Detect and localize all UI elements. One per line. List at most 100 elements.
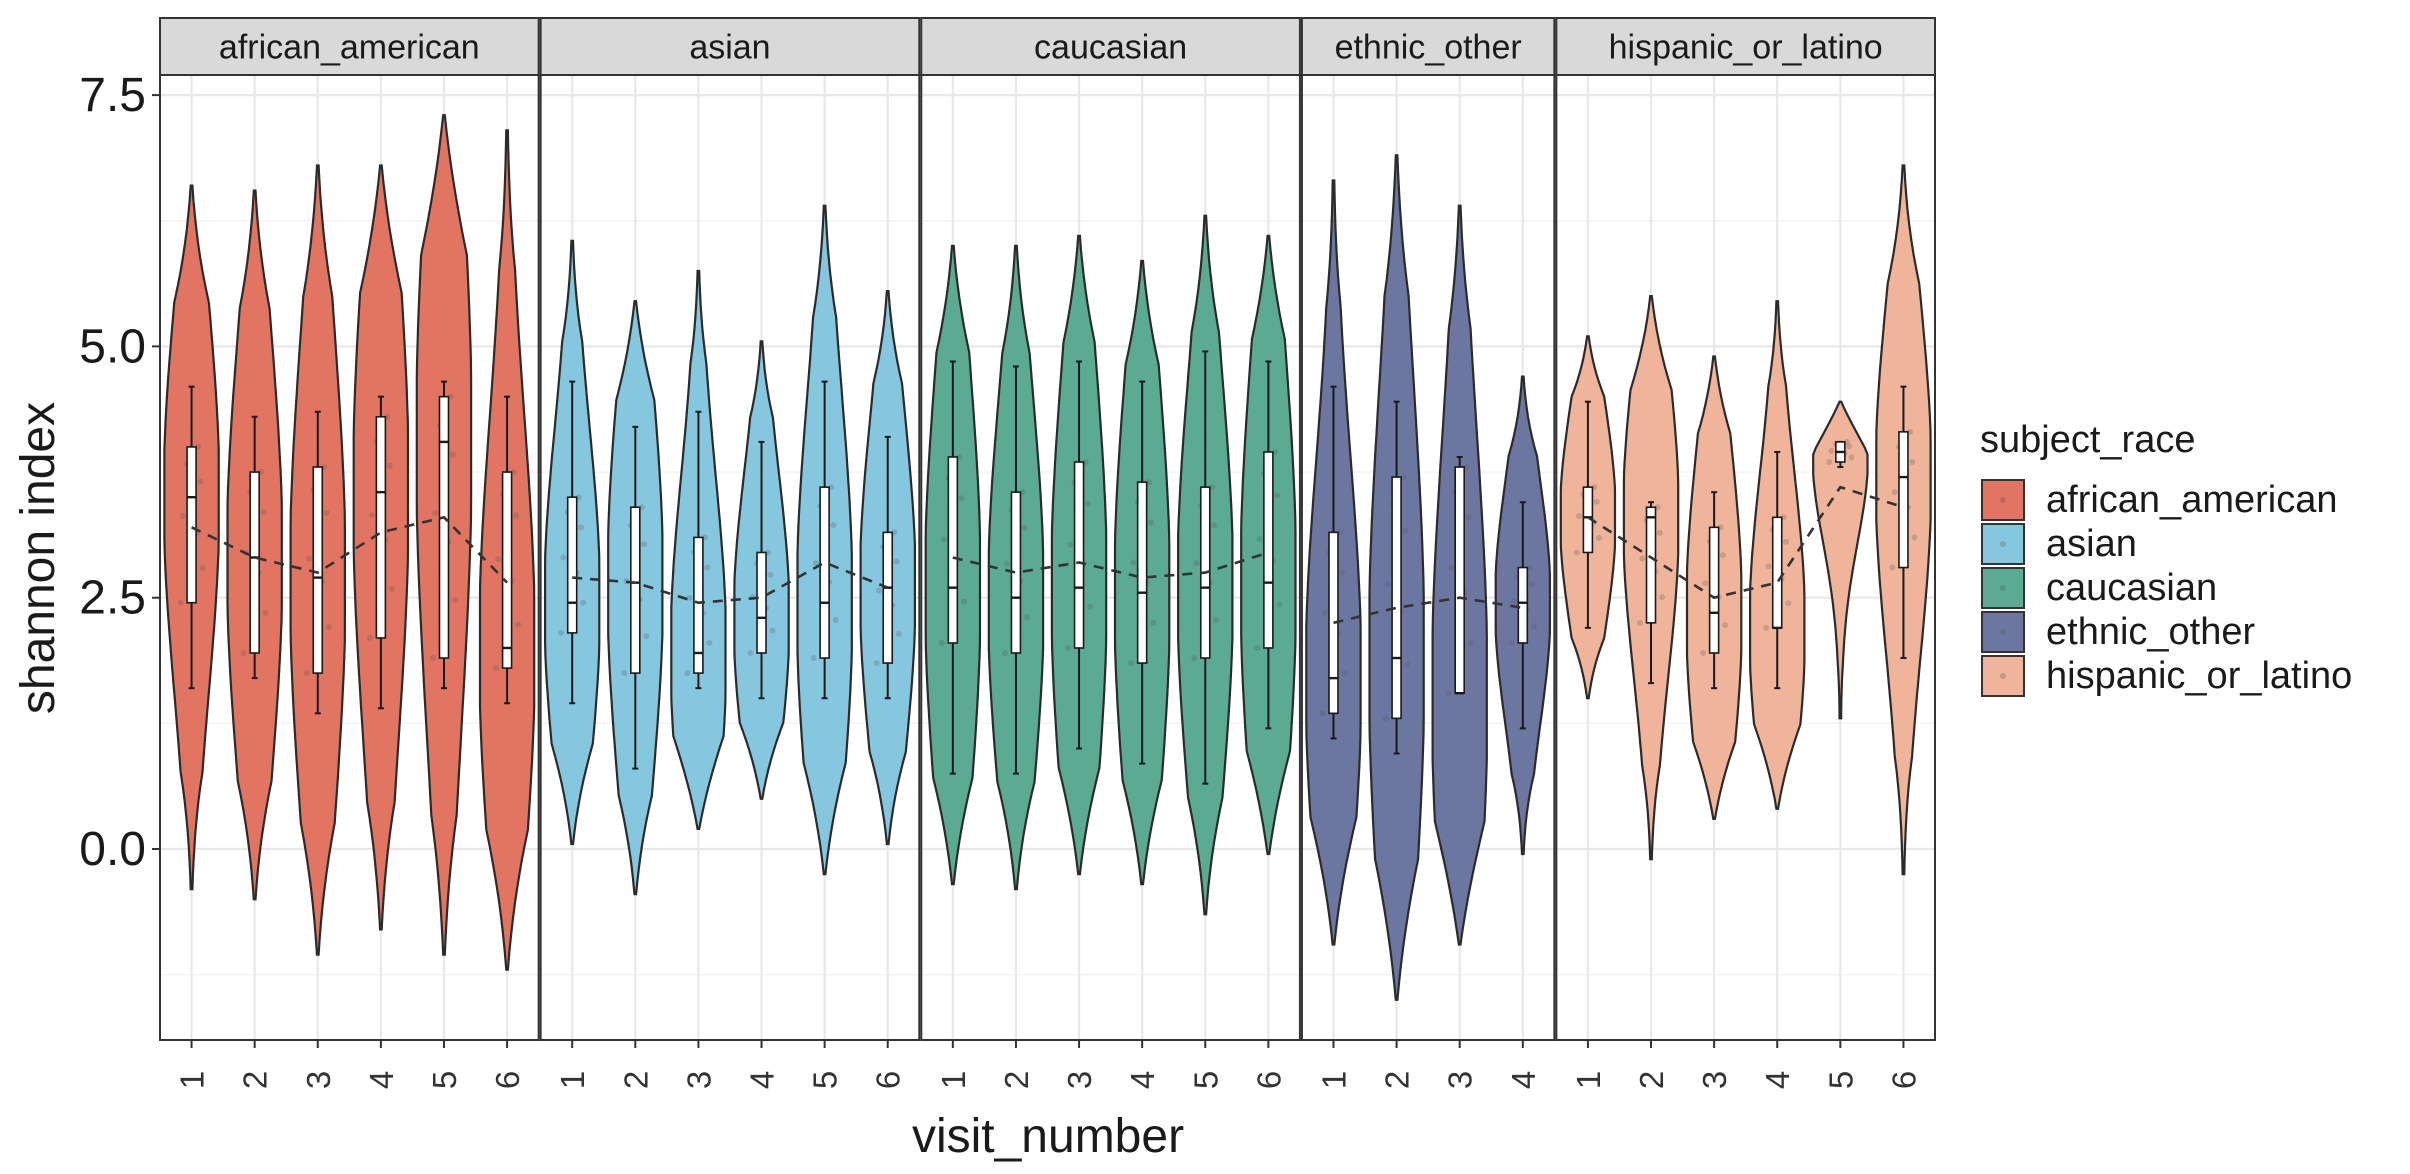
box-asian-visit-5 (819, 486, 830, 659)
jitter-point (197, 478, 204, 485)
jitter-point (1087, 603, 1094, 610)
jitter-point (1319, 710, 1326, 717)
x-tick-label: 5 (426, 1071, 463, 1089)
x-tick-label: 4 (1124, 1071, 1161, 1089)
x-tick-label: 1 (174, 1071, 211, 1089)
box-ethnic_other-visit-2 (1391, 476, 1402, 720)
jitter-point (1573, 549, 1580, 556)
jitter-point (1341, 670, 1348, 677)
jitter-point (1128, 660, 1135, 667)
box-asian-visit-3 (693, 536, 704, 674)
x-tick-label: 5 (807, 1071, 844, 1089)
legend-swatch-dot (2000, 629, 2006, 635)
legend-swatch-african_american (1981, 479, 2025, 521)
x-tick-label: 3 (680, 1071, 717, 1089)
jitter-point (512, 512, 519, 519)
jitter-point (1889, 564, 1896, 571)
jitter-point (578, 524, 585, 531)
jitter-point (686, 594, 693, 601)
box-caucasian-visit-1 (947, 456, 959, 644)
jitter-point (1382, 715, 1389, 722)
legend-swatch-hispanic_or_latino (1981, 655, 2025, 697)
y-tick-label: 0.0 (79, 823, 146, 876)
jitter-point (1084, 500, 1091, 507)
facet-panel-caucasian: caucasian 1 2 3 4 5 6 (920, 17, 1301, 1089)
jitter-point (179, 513, 186, 520)
jitter-point (1528, 581, 1535, 588)
x-axis-title: visit_number (912, 1110, 1184, 1163)
box-caucasian-visit-3 (1073, 461, 1085, 649)
facet-strip-background (539, 17, 921, 76)
jitter-point (323, 509, 330, 516)
legend-swatch-ethnic_other (1981, 611, 2025, 653)
x-tick-label: 4 (1759, 1071, 1796, 1089)
y-tick-label: 7.5 (79, 69, 146, 122)
x-tick-label: 6 (1885, 1071, 1922, 1089)
jitter-point (260, 509, 267, 516)
box-african_american-visit-3 (312, 466, 324, 674)
x-tick-label: 6 (489, 1071, 526, 1089)
facet-panel-ethnic_other: ethnic_other 1 2 3 4 (1300, 17, 1556, 1089)
jitter-point (493, 665, 500, 672)
box-ethnic_other-visit-3 (1454, 466, 1465, 695)
jitter-point (1763, 624, 1770, 631)
box-hispanic_or_latino-visit-6 (1898, 431, 1909, 569)
x-tick-label: 2 (998, 1071, 1035, 1089)
jitter-point (767, 571, 774, 578)
jitter-point (305, 555, 312, 562)
x-tick-label: 1 (935, 1071, 972, 1089)
jitter-point (1909, 459, 1916, 466)
facet-strip-background (920, 17, 1301, 76)
jitter-point (388, 585, 395, 592)
jitter-point (386, 462, 393, 469)
box-african_american-visit-1 (186, 446, 197, 604)
jitter-point (1593, 498, 1600, 505)
jitter-point (875, 587, 882, 594)
jitter-point (1828, 447, 1835, 454)
x-tick-label: 5 (1822, 1071, 1859, 1089)
y-tick-label: 2.5 (79, 572, 146, 625)
jitter-point (1254, 644, 1261, 651)
jitter-point (177, 599, 184, 606)
jitter-point (1891, 489, 1898, 496)
jitter-point (1065, 644, 1072, 651)
jitter-point (1783, 538, 1790, 545)
legend-label-asian: asian (2046, 523, 2137, 565)
jitter-point (1848, 454, 1855, 461)
box-hispanic_or_latino-visit-4 (1771, 516, 1783, 629)
box-caucasian-visit-6 (1263, 451, 1274, 649)
x-tick-label: 5 (1187, 1071, 1224, 1089)
mean-trend-line-caucasian (952, 551, 1269, 579)
jitter-point (452, 596, 459, 603)
jitter-point (1193, 560, 1200, 567)
x-tick-label: 3 (1061, 1071, 1098, 1089)
box-caucasian-visit-4 (1136, 481, 1148, 664)
facet-strip-background (1555, 17, 1937, 76)
jitter-point (621, 670, 628, 677)
jitter-point (960, 598, 967, 605)
box-african_american-visit-2 (249, 471, 260, 654)
jitter-point (769, 627, 776, 634)
y-tick-label: 5.0 (79, 320, 146, 373)
box-hispanic_or_latino-visit-3 (1708, 526, 1720, 654)
facet-strip-label: asian (689, 29, 770, 67)
jitter-point (643, 633, 650, 640)
box-african_american-visit-4 (375, 415, 387, 639)
jitter-point (832, 617, 839, 624)
jitter-point (449, 451, 456, 458)
jitter-point (1339, 569, 1346, 576)
x-tick-label: 3 (300, 1071, 337, 1089)
jitter-point (704, 564, 711, 571)
box-african_american-visit-6 (501, 471, 513, 669)
x-tick-label: 4 (1505, 1071, 1542, 1089)
jitter-point (1467, 639, 1474, 646)
jitter-point (325, 624, 332, 631)
jitter-point (1023, 614, 1030, 621)
jitter-point (1445, 690, 1452, 697)
jitter-point (1402, 527, 1409, 534)
y-axis: 0.0 2.5 5.0 7.5 (79, 69, 160, 876)
jitter-point (938, 639, 945, 646)
jitter-point (558, 629, 565, 636)
